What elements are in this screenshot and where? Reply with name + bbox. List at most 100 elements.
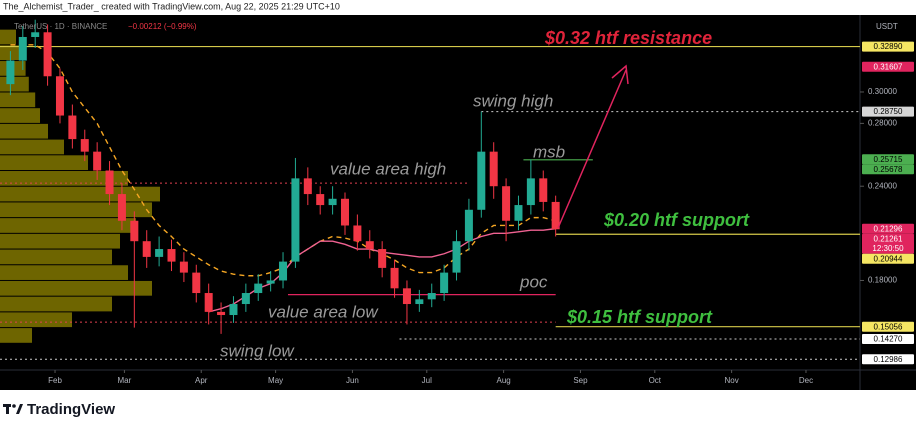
brand-logo (3, 404, 23, 414)
volume-profile-bar (0, 280, 152, 296)
price-label: 0.15056 (874, 322, 903, 331)
y-tick-label: 0.18000 (868, 276, 897, 285)
price-label-box (862, 164, 914, 175)
price-label: 0.25678 (874, 165, 903, 174)
x-tick-label: Jul (422, 376, 432, 385)
candle-body (464, 209, 473, 242)
candle-body (291, 178, 300, 262)
volume-profile-bar (0, 92, 36, 108)
price-label-box (862, 61, 914, 72)
x-tick-label: Apr (195, 376, 208, 385)
price-label: 0.12986 (874, 355, 903, 364)
price-label: 0.21261 (874, 234, 903, 243)
brand-name: TradingView (27, 401, 115, 418)
candle-body (192, 272, 201, 294)
candle-body (489, 151, 498, 187)
candle-body (502, 186, 511, 221)
price-label: 0.31607 (874, 62, 903, 71)
chart-background (0, 15, 916, 390)
x-tick-label: Feb (48, 376, 62, 385)
candle-body (6, 60, 15, 85)
volume-profile-bar (0, 202, 152, 218)
volume-profile-bar (0, 296, 112, 312)
candle-body (217, 311, 226, 316)
candle-body (266, 280, 275, 284)
annotation: $0.32 htf resistance (544, 28, 712, 48)
annotation: $0.20 htf support (603, 210, 750, 230)
annotation: value area low (268, 302, 379, 321)
y-tick-label: 0.30000 (868, 87, 897, 96)
price-label: 0.21296 (874, 224, 903, 233)
candle-body (18, 36, 27, 61)
volume-profile-bar (0, 233, 120, 249)
price-label-box (862, 41, 914, 52)
x-tick-label: Sep (573, 376, 588, 385)
volume-profile-bar (0, 186, 160, 202)
candle-body (452, 241, 461, 273)
price-countdown: 12:30:50 (872, 244, 904, 253)
candle-body (105, 170, 114, 195)
candle-body (365, 241, 374, 250)
price-label: 0.32890 (874, 42, 903, 51)
candle-body (390, 267, 399, 289)
candle-body (340, 198, 349, 226)
candle-body (353, 225, 362, 242)
legend-change: −0.00212 (−0.99%) (128, 22, 197, 31)
volume-profile-bar (0, 249, 112, 265)
candle-body (93, 151, 102, 171)
annotation: $0.15 htf support (566, 307, 713, 327)
candle-body (167, 249, 176, 262)
candle-body (551, 201, 560, 230)
candle-body (55, 76, 64, 116)
candle-body (440, 272, 449, 294)
candle-body (378, 249, 387, 268)
volume-profile-bar (0, 45, 23, 61)
candle-body (179, 261, 188, 273)
annotation: swing low (220, 341, 295, 360)
volume-profile-bar (0, 155, 88, 171)
x-tick-label: Nov (725, 376, 739, 385)
price-label-box (862, 106, 914, 117)
candle-body (526, 178, 535, 206)
candle-body (117, 194, 126, 221)
price-label-box (862, 354, 914, 365)
price-label: 0.14270 (874, 335, 903, 344)
header-text: The_Alchemist_Trader_ created with Tradi… (3, 1, 340, 11)
candle-body (241, 293, 250, 305)
candle-body (328, 198, 337, 206)
candle-body (229, 304, 238, 316)
price-label: 0.25715 (874, 155, 903, 164)
price-label-box (862, 321, 914, 332)
candle-body (80, 139, 89, 152)
x-tick-label: Jun (346, 376, 359, 385)
price-label-box (862, 233, 914, 254)
volume-profile-bar (0, 139, 64, 155)
price-label: 0.20944 (874, 254, 903, 263)
candle-body (155, 249, 164, 257)
projection-arrow (557, 64, 629, 229)
candle-body (279, 261, 288, 281)
volume-profile-bar (0, 108, 40, 123)
annotation: msb (533, 142, 565, 161)
volume-profile-bar (0, 265, 128, 280)
volume-profile-bar (0, 123, 48, 139)
legend-symbol: TetherUS · 1D · BINANCE (14, 22, 107, 31)
currency-label: USDT (876, 22, 898, 31)
x-tick-label: Oct (649, 376, 662, 385)
candle-body (254, 283, 263, 294)
candle-body (31, 32, 40, 37)
volume-profile-bar (0, 312, 72, 328)
x-tick-label: Mar (118, 376, 132, 385)
candle-body (204, 293, 213, 312)
price-label-box (862, 253, 914, 264)
annotation: poc (519, 272, 548, 291)
annotation: value area high (330, 159, 446, 178)
candle-body (303, 178, 312, 195)
candle-body (142, 241, 151, 257)
annotation: swing high (473, 91, 553, 110)
y-tick-label: 0.24000 (868, 181, 897, 190)
plot-layer (0, 19, 864, 373)
candle-body (316, 194, 325, 206)
volume-profile-bar (0, 29, 16, 45)
